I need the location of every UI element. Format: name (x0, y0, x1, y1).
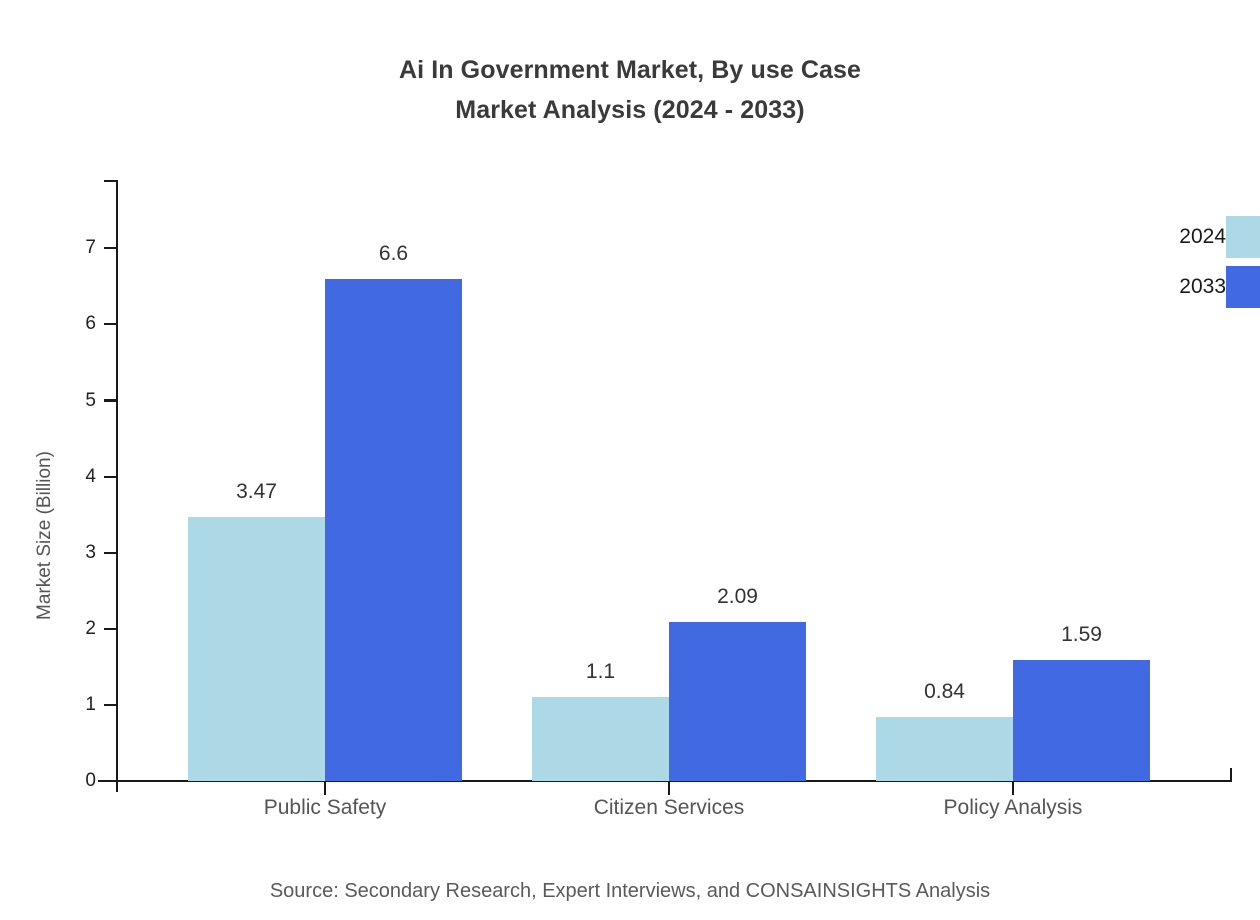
y-tick-label-0: 0 (85, 770, 96, 791)
y-tick-1 (104, 703, 118, 706)
bar-2033-policy-analysis[interactable] (1013, 660, 1150, 781)
bar-value-label: 6.6 (378, 241, 409, 265)
y-axis-line (116, 180, 119, 792)
x-tick-0 (323, 782, 327, 795)
x-axis-line (98, 780, 1232, 783)
y-tick-2 (104, 627, 118, 630)
bar-value-label: 2.09 (717, 584, 758, 608)
bar-2033-public-safety[interactable] (325, 278, 462, 781)
bar-value-label: 1.1 (585, 660, 616, 684)
chart-title-line-2: Market Analysis (2024 - 2033) (455, 96, 805, 124)
bar-value-label: 0.84 (924, 680, 965, 704)
y-tick-5 (104, 399, 118, 402)
y-tick-label-3: 3 (85, 541, 96, 563)
legend-item-2024[interactable]: 2024 (1110, 216, 1260, 258)
legend-swatch-2024 (1226, 216, 1260, 258)
source-note: Source: Secondary Research, Expert Inter… (269, 880, 991, 902)
y-tick-label-7: 7 (85, 237, 96, 259)
legend-label-2024: 2024 (1179, 225, 1226, 248)
y-tick-6 (104, 323, 118, 326)
y-tick-0 (104, 779, 118, 783)
y-tick-label-1: 1 (85, 693, 96, 715)
x-tick-1 (667, 782, 671, 795)
bars-layer: 3.47 1.1 0.84 6.6 2.09 1.59 (188, 241, 1150, 781)
x-tick-2 (1011, 782, 1015, 795)
chart-title: Ai In Government Market, By use Case Mar… (0, 50, 1260, 130)
bar-2024-citizen-services[interactable] (532, 697, 669, 781)
legend-label-2033: 2033 (1179, 275, 1226, 298)
y-tick-7 (104, 247, 118, 250)
x-tick-label-0: Public Safety (263, 796, 387, 819)
y-axis-top-cap (104, 180, 118, 183)
x-tick-label-2: Policy Analysis (943, 796, 1083, 819)
bar-value-label: 3.47 (236, 479, 277, 503)
x-tick-label-1: Citizen Services (593, 796, 745, 819)
legend-item-2033[interactable]: 2033 (1110, 266, 1260, 308)
y-tick-4 (104, 475, 118, 478)
legend-swatch-2033 (1226, 266, 1260, 308)
y-tick-label-6: 6 (85, 313, 96, 335)
bar-2024-policy-analysis[interactable] (876, 717, 1013, 781)
bar-2024-public-safety[interactable] (188, 516, 325, 781)
chart-legend: 2024 2033 (1110, 216, 1260, 308)
y-tick-label-5: 5 (85, 389, 96, 411)
x-axis-right-cap (1229, 768, 1232, 782)
y-tick-label-2: 2 (85, 617, 96, 639)
bar-2033-citizen-services[interactable] (669, 621, 806, 781)
bar-value-label: 1.59 (1061, 623, 1102, 646)
chart-title-line-1: Ai In Government Market, By use Case (398, 56, 862, 84)
y-tick-label-4: 4 (85, 465, 96, 487)
y-tick-3 (104, 551, 118, 554)
